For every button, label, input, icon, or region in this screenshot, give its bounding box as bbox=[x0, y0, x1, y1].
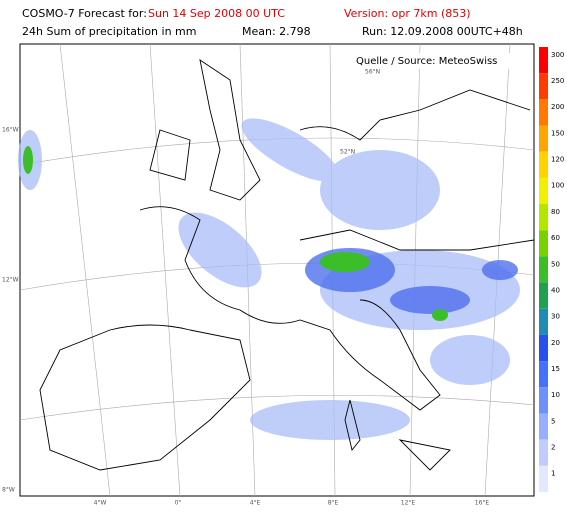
legend-label: 2 bbox=[551, 444, 555, 452]
legend-swatch bbox=[539, 439, 548, 466]
lat-label: 56°N bbox=[365, 69, 380, 76]
legend-label: 200 bbox=[551, 103, 564, 111]
legend-label: 40 bbox=[551, 286, 560, 294]
variable: 24h Sum of precipitation in mm bbox=[22, 25, 196, 38]
legend-swatch bbox=[539, 177, 548, 205]
map-labels: 16°W 12°W 8°W 4°W 0° 4°E 8°E 12°E 16°E 56°N 52°N bbox=[2, 69, 489, 507]
legend-swatch bbox=[539, 151, 548, 178]
legend-label: 30 bbox=[551, 313, 560, 321]
run: Run: 12.09.2008 00UTC+48h bbox=[362, 25, 523, 38]
mean: Mean: 2.798 bbox=[242, 25, 311, 38]
legend-swatch bbox=[539, 308, 548, 335]
legend-swatch bbox=[539, 413, 548, 440]
lon-label: 16°E bbox=[475, 500, 490, 507]
lon-label: 8°W bbox=[2, 487, 15, 494]
lon-label: 4°E bbox=[250, 500, 261, 507]
forecast-label: COSMO-7 Forecast for: bbox=[22, 7, 147, 20]
source-box bbox=[346, 53, 531, 69]
lon-label: 16°W bbox=[2, 127, 19, 134]
legend-swatch bbox=[539, 387, 548, 414]
legend-label: 150 bbox=[551, 129, 564, 137]
precipitation-max bbox=[23, 146, 448, 321]
legend-swatch bbox=[539, 47, 548, 74]
legend-label: 300 bbox=[551, 51, 564, 59]
legend-label: 1 bbox=[551, 470, 555, 478]
legend: 300 250 200 150 120 100 80 60 50 40 30 20 15 10 5 2 1 bbox=[539, 47, 564, 492]
legend-swatch bbox=[539, 204, 548, 231]
legend-swatch bbox=[539, 99, 548, 126]
forecast-date: Sun 14 Sep 2008 00 UTC bbox=[148, 7, 285, 20]
lon-label: 12°W bbox=[2, 277, 19, 284]
legend-label: 250 bbox=[551, 77, 564, 85]
lon-label: 8°E bbox=[328, 500, 339, 507]
coastlines bbox=[39, 59, 535, 471]
legend-swatch bbox=[539, 256, 548, 283]
source: Quelle / Source: MeteoSwiss bbox=[356, 56, 497, 67]
legend-swatch bbox=[539, 361, 548, 388]
version: Version: opr 7km (853) bbox=[344, 7, 471, 20]
lon-label: 0° bbox=[175, 500, 182, 507]
map bbox=[18, 43, 535, 497]
lon-label: 12°E bbox=[401, 500, 416, 507]
legend-swatch bbox=[539, 465, 548, 492]
legend-swatch bbox=[539, 73, 548, 100]
legend-label: 10 bbox=[551, 391, 560, 399]
legend-label: 15 bbox=[551, 365, 560, 373]
legend-swatch bbox=[539, 125, 548, 152]
legend-label: 20 bbox=[551, 339, 560, 347]
legend-label: 50 bbox=[551, 260, 560, 268]
legend-swatch bbox=[539, 230, 548, 257]
lat-label: 52°N bbox=[340, 149, 355, 156]
legend-label: 5 bbox=[551, 417, 555, 425]
legend-label: 60 bbox=[551, 234, 560, 242]
legend-swatch bbox=[539, 282, 548, 309]
legend-label: 80 bbox=[551, 208, 560, 216]
lon-label: 4°W bbox=[94, 500, 107, 507]
legend-swatch bbox=[539, 334, 548, 362]
legend-label: 100 bbox=[551, 182, 564, 190]
legend-label: 120 bbox=[551, 156, 564, 164]
